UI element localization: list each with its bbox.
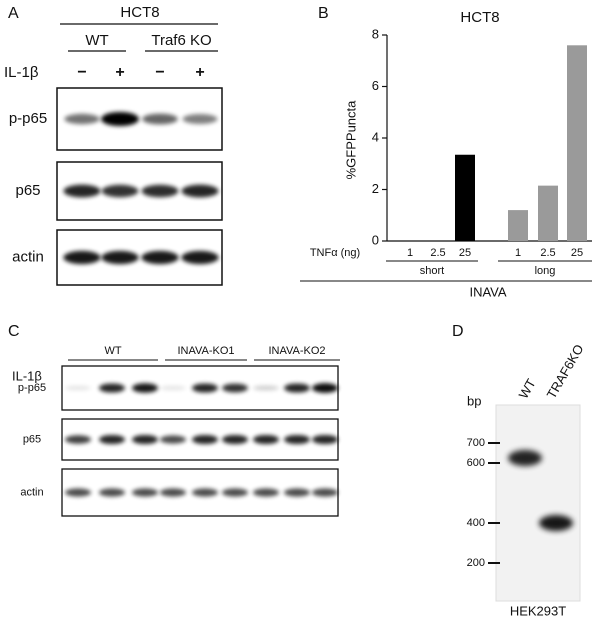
band <box>65 488 91 497</box>
band <box>192 488 218 497</box>
chart-title: HCT8 <box>460 9 499 26</box>
group-label: WT <box>104 345 121 357</box>
group-label: long <box>535 265 556 277</box>
lane-label: − <box>77 64 86 81</box>
band <box>99 383 125 393</box>
band <box>101 184 139 198</box>
row-label: p-p65 <box>9 110 47 127</box>
y-tick-label: 6 <box>372 78 379 93</box>
x-tick-label: 1 <box>515 247 521 259</box>
band <box>63 184 101 198</box>
band <box>65 385 91 391</box>
group-label: short <box>420 265 444 277</box>
band <box>192 383 218 393</box>
band <box>160 435 186 444</box>
band <box>99 488 125 497</box>
band <box>160 488 186 497</box>
band <box>141 250 179 265</box>
band <box>508 450 542 466</box>
row-label: p65 <box>23 433 41 445</box>
band <box>181 184 219 198</box>
band <box>284 434 310 445</box>
group-label: INAVA-KO2 <box>268 345 325 357</box>
unit-label: bp <box>467 393 481 408</box>
cell-line: HEK293T <box>510 603 566 618</box>
x-axis-label: TNFα (ng) <box>310 247 360 259</box>
y-tick-label: 0 <box>372 232 379 247</box>
band <box>101 250 139 265</box>
x-tick-label: 25 <box>459 247 471 259</box>
lane-label: TRAF6KO <box>544 342 587 401</box>
band <box>142 113 178 125</box>
row-label: p65 <box>15 182 40 199</box>
panel-label: D <box>452 323 464 340</box>
marker-label: 600 <box>467 457 485 469</box>
y-tick-label: 8 <box>372 26 379 41</box>
band <box>312 383 338 393</box>
bar <box>508 210 528 241</box>
marker-label: 200 <box>467 557 485 569</box>
band <box>253 434 279 445</box>
band <box>101 112 139 126</box>
x-tick-label: 2.5 <box>430 247 445 259</box>
lane-label: WT <box>516 376 539 401</box>
y-tick-label: 2 <box>372 181 379 196</box>
band <box>222 383 248 393</box>
panel-label: A <box>8 5 19 22</box>
band <box>132 488 158 497</box>
cell-line: HCT8 <box>120 4 159 21</box>
row-label: actin <box>12 248 44 265</box>
band <box>141 184 179 198</box>
gel <box>495 404 581 602</box>
band <box>64 113 100 125</box>
band <box>182 114 218 124</box>
band <box>284 488 310 497</box>
band <box>222 434 248 445</box>
band <box>99 434 125 445</box>
treatment-label: IL-1β <box>4 64 39 81</box>
band <box>65 435 91 444</box>
bar <box>538 185 558 241</box>
lane-label: + <box>195 64 204 81</box>
band <box>312 488 338 497</box>
band <box>132 383 158 393</box>
marker-label: 700 <box>467 437 485 449</box>
band <box>63 250 101 265</box>
band <box>181 250 219 265</box>
treatment-label: IL-1β <box>12 368 42 383</box>
band <box>160 385 186 391</box>
bar <box>567 45 587 241</box>
band <box>132 434 158 445</box>
band <box>222 488 248 497</box>
group-axis-label: INAVA <box>469 284 506 299</box>
group-label: Traf6 KO <box>151 32 211 49</box>
y-axis-label: %GFPPuncta <box>343 100 358 180</box>
panel-label: C <box>8 323 20 340</box>
lane-label: + <box>115 64 124 81</box>
band <box>192 434 218 445</box>
band <box>312 434 338 445</box>
group-label: WT <box>85 32 108 49</box>
band <box>253 488 279 497</box>
group-label: INAVA-KO1 <box>177 345 234 357</box>
y-tick-label: 4 <box>372 129 379 144</box>
bar <box>455 154 475 241</box>
x-tick-label: 1 <box>407 247 413 259</box>
lane-label: − <box>155 64 164 81</box>
row-label: p-p65 <box>18 382 46 394</box>
x-tick-label: 2.5 <box>540 247 555 259</box>
band <box>284 383 310 393</box>
band <box>253 385 279 391</box>
row-label: actin <box>20 486 43 498</box>
x-tick-label: 25 <box>571 247 583 259</box>
panel-label: B <box>318 5 329 22</box>
marker-label: 400 <box>467 517 485 529</box>
band <box>539 515 573 531</box>
